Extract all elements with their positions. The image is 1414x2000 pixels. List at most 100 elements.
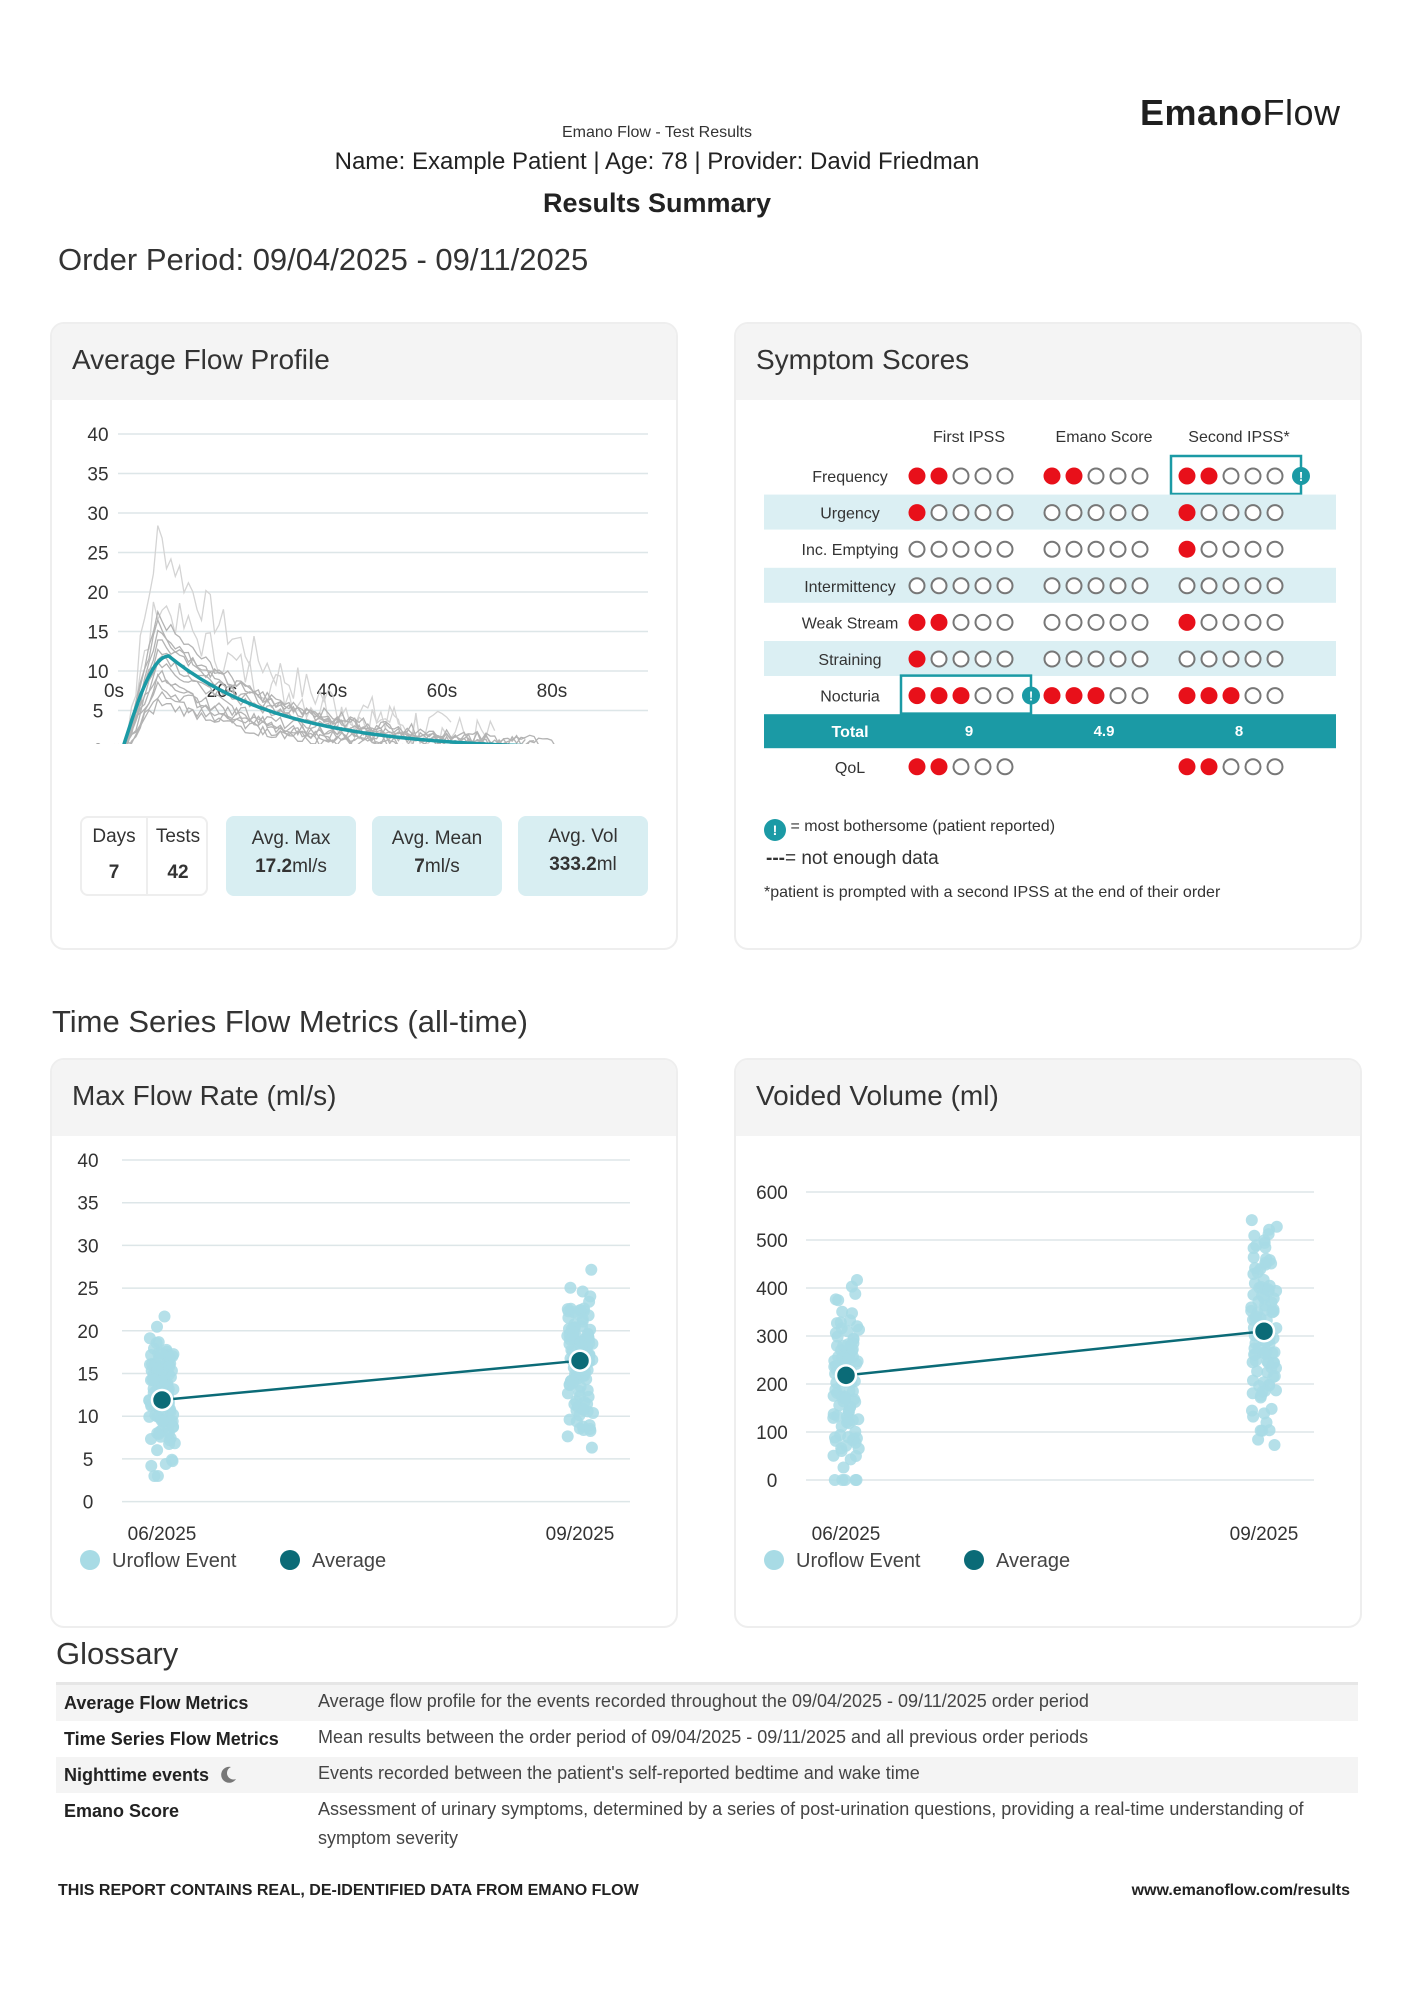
score-dot-empty <box>974 577 992 595</box>
symptom-scores-title: Symptom Scores <box>736 324 1360 400</box>
uroflow-event-point <box>837 1461 850 1474</box>
score-dot-empty <box>1222 758 1240 776</box>
y-tick-label: 20 <box>87 583 108 604</box>
uroflow-event-point <box>165 1453 178 1466</box>
legend-average: Average <box>280 1550 386 1573</box>
score-dot-filled <box>1178 504 1196 522</box>
footer-link[interactable]: www.emanoflow.com/results <box>1131 1882 1350 1899</box>
score-dot-empty <box>1065 540 1083 558</box>
footer-disclaimer: THIS REPORT CONTAINS REAL, DE-IDENTIFIED… <box>58 1882 639 1899</box>
y-tick-label: 25 <box>87 544 108 565</box>
score-dot-empty <box>1222 504 1240 522</box>
symptom-label: Intermittency <box>804 579 896 596</box>
uroflow-event-point <box>1245 1301 1258 1314</box>
score-dot-empty <box>1244 613 1262 631</box>
y-tick-label: 30 <box>87 504 108 525</box>
page-title: Results Summary <box>542 188 772 218</box>
qol-label: QoL <box>835 760 865 777</box>
y-tick-label: 15 <box>77 1365 98 1386</box>
exclamation-icon <box>1022 686 1040 705</box>
uroflow-event-point <box>829 1431 841 1444</box>
score-dot-empty <box>1244 540 1262 558</box>
average-point <box>150 1388 174 1412</box>
uroflow-event-point <box>846 1307 858 1320</box>
tests-value: 42 <box>167 862 189 883</box>
score-dot-empty <box>930 650 948 668</box>
exclamation-icon <box>1292 467 1310 485</box>
score-dot-empty <box>996 758 1014 776</box>
score-dot-filled <box>930 687 948 705</box>
score-dot-empty <box>908 577 926 595</box>
score-dot-empty <box>1131 504 1149 522</box>
score-dot-filled <box>930 467 948 485</box>
score-dot-empty <box>1043 613 1061 631</box>
score-dot-empty <box>996 687 1014 705</box>
uroflow-event-point <box>1268 1370 1281 1383</box>
uroflow-event-point <box>154 1430 167 1443</box>
uroflow-event-point <box>836 1305 849 1318</box>
uroflow-event-point <box>1270 1220 1283 1233</box>
symptom-label: Straining <box>818 652 881 669</box>
score-dot-empty <box>1109 467 1127 485</box>
uroflow-event-point <box>584 1425 597 1437</box>
average-point <box>834 1364 858 1387</box>
y-tick-label: 40 <box>87 425 108 446</box>
y-tick-label: 200 <box>756 1375 788 1396</box>
column-header: Emano Score <box>1056 429 1153 446</box>
uroflow-event-point <box>1270 1384 1282 1397</box>
score-dot-filled <box>1200 758 1218 776</box>
uroflow-event-point <box>585 1441 598 1454</box>
score-dot-empty <box>974 540 992 558</box>
uroflow-event-point <box>150 1337 163 1349</box>
score-dot-empty <box>1244 758 1262 776</box>
glossary-title: Glossary <box>56 1636 179 1671</box>
uroflow-event-point <box>835 1442 848 1455</box>
score-dot-empty <box>1087 613 1105 631</box>
days-tests-box: Days Tests 7 42 <box>80 816 208 896</box>
avg-vol-box: Avg. Vol 333.2ml <box>518 816 648 896</box>
score-dot-empty <box>974 613 992 631</box>
score-dot-empty <box>1222 650 1240 668</box>
uroflow-event-point <box>1251 1266 1264 1279</box>
uroflow-event-point <box>827 1449 840 1462</box>
x-tick-label: 06/2025 <box>812 1524 881 1545</box>
score-dot-empty <box>1266 467 1284 485</box>
moon-icon <box>221 1766 237 1783</box>
score-dot-filled <box>930 758 948 776</box>
uroflow-event-point <box>143 1410 156 1423</box>
symptom-label: Weak Stream <box>802 615 899 632</box>
score-dot-empty <box>1109 540 1127 558</box>
score-dot-empty <box>974 687 992 705</box>
score-dot-empty <box>1065 613 1083 631</box>
glossary-row: Nighttime events Events recorded between… <box>56 1757 1358 1793</box>
y-tick-label: 35 <box>87 465 108 486</box>
score-dot-empty <box>1200 577 1218 595</box>
uroflow-event-point <box>827 1411 840 1424</box>
uroflow-event-point <box>1247 1288 1260 1301</box>
score-dot-filled <box>908 467 926 485</box>
score-dot-empty <box>1087 577 1105 595</box>
uroflow-event-point <box>145 1459 158 1472</box>
score-dot-empty <box>996 504 1014 522</box>
total-value: 9 <box>965 723 973 740</box>
uroflow-event-point <box>561 1387 574 1400</box>
y-tick-label: 30 <box>77 1236 98 1257</box>
y-tick-label: 20 <box>77 1322 98 1343</box>
score-dot-filled <box>1065 467 1083 485</box>
score-dot-empty <box>1043 577 1061 595</box>
uroflow-event-point <box>1250 1239 1263 1252</box>
uroflow-event-point <box>1268 1439 1281 1451</box>
score-dot-empty <box>974 504 992 522</box>
flow-curve <box>127 639 539 744</box>
flow-curve <box>129 690 388 744</box>
score-dot-empty <box>996 650 1014 668</box>
uroflow-event-point <box>1247 1251 1260 1264</box>
uroflow-event-point <box>566 1376 579 1389</box>
uroflow-event-point <box>567 1327 580 1339</box>
column-header: Second IPSS* <box>1188 429 1289 446</box>
uroflow-event-point <box>151 1362 164 1375</box>
score-dot-empty <box>1200 650 1218 668</box>
score-dot-filled <box>1178 540 1196 558</box>
svg-text:!: ! <box>1029 689 1033 704</box>
